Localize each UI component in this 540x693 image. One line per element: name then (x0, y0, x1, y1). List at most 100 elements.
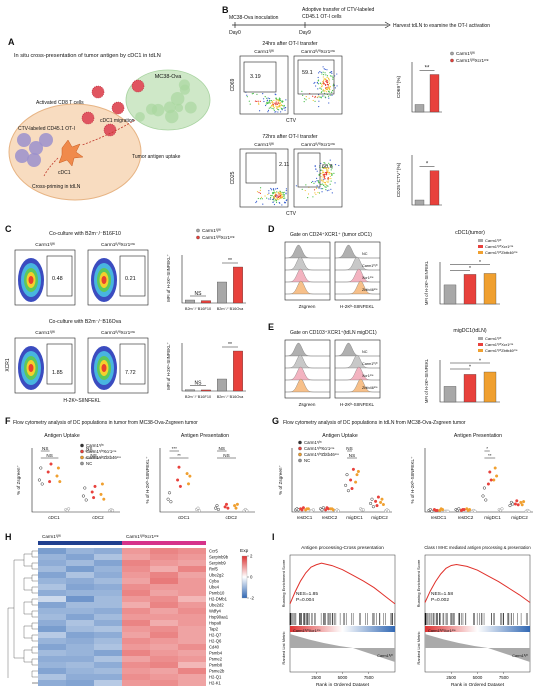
flow-event (275, 188, 277, 190)
b-day0: Day0 (229, 30, 241, 36)
c-letter: C (5, 224, 12, 234)
dot (311, 508, 315, 512)
flow-event (317, 191, 319, 194)
flow-event (284, 109, 286, 111)
b-day9: Day9 (299, 30, 311, 36)
dot (462, 508, 466, 512)
flow-event (305, 184, 307, 186)
dot (492, 478, 496, 482)
axis (439, 360, 500, 403)
flow-event (324, 171, 327, 174)
flow-event (251, 93, 253, 95)
heat-cell (38, 554, 66, 560)
dot (186, 482, 191, 486)
dot (493, 466, 497, 470)
dot (306, 507, 310, 511)
flow-event (269, 102, 271, 104)
flow-event (277, 199, 279, 201)
heat-cell (122, 662, 150, 668)
dot (346, 489, 350, 493)
h-genes: Ube2d2 (209, 603, 224, 608)
heat-cell (122, 602, 150, 608)
decoration (43, 157, 59, 177)
heat-cell (122, 644, 150, 650)
color-scale (241, 555, 248, 599)
a-tumor: MC38-Ova (155, 74, 183, 80)
flow-event (275, 193, 277, 196)
flow-event (323, 167, 326, 169)
flow-event (307, 197, 309, 199)
gate (119, 255, 146, 297)
flow-event (321, 91, 323, 93)
de-labels: Carm1ᶠˡ/ᶠˡ (362, 264, 378, 268)
dot (345, 473, 349, 477)
flow-event (323, 173, 325, 176)
dot (67, 507, 71, 511)
density (28, 364, 34, 372)
dot (234, 506, 238, 510)
flow-event (315, 168, 317, 170)
heat-cell (150, 668, 178, 674)
flow-event (325, 173, 327, 175)
heat-cell (178, 608, 206, 614)
dot (176, 478, 180, 482)
flow-event (259, 198, 262, 200)
flow-event (329, 183, 331, 185)
heat-cell (178, 602, 206, 608)
flow-event (268, 192, 270, 194)
heat-cell (150, 650, 178, 656)
legend-swatch (298, 452, 302, 457)
heat-cell (178, 584, 206, 590)
flow-event (322, 76, 324, 78)
heat-cell (150, 614, 178, 620)
fg-ylabels: % of Zsgreen⁺ (278, 465, 283, 495)
b-ko: Carm1ᶠˡ/ᶠˡXcr1ᶜʳᵉ (301, 49, 335, 55)
dot (93, 484, 97, 488)
b-transfer2: CD45.1 OT-I cells (302, 14, 342, 20)
heat-cell (66, 668, 94, 674)
flow-event (323, 178, 325, 180)
dot (375, 504, 379, 508)
flow-event (326, 180, 328, 182)
de-legend: Carm1ᶠˡ/ᶠˡ (485, 238, 502, 243)
gate (46, 343, 73, 385)
heat-cell (66, 680, 94, 686)
i-plots-title: Antigen processing-Cross presentation (301, 545, 384, 551)
heat-cell (150, 590, 178, 596)
heat-cell (66, 662, 94, 668)
a-migration: cDC1 migration (100, 118, 135, 124)
heat-cell (122, 572, 150, 578)
de-labels: NC (362, 252, 368, 256)
heat-cell (122, 620, 150, 626)
flow-event (275, 102, 277, 104)
heat-cell (94, 584, 122, 590)
dot (37, 478, 41, 482)
flow-event (327, 87, 329, 89)
h-genes: Hspa8 (209, 621, 222, 626)
histogram (284, 355, 330, 369)
flow-plot (293, 148, 343, 208)
flow-event (324, 68, 326, 71)
flow-event (328, 180, 330, 182)
decoration (103, 123, 117, 137)
de-ylabel: MFI of H-2Kᵇ-SIINFEKL (424, 260, 429, 305)
dot (167, 491, 172, 495)
dot (216, 507, 220, 511)
heat-cell (150, 602, 178, 608)
i-ylabel: Running Enrichment Score (281, 559, 286, 608)
dot (349, 478, 353, 482)
flow-event (278, 105, 281, 108)
c-cats: B2m⁻/⁻B16F10 (185, 307, 211, 311)
d-title: cDC1(tumor) (455, 230, 485, 236)
flow-event (338, 164, 340, 167)
heat-cell (150, 620, 178, 626)
flow-event (271, 104, 273, 107)
flow-event (328, 82, 331, 85)
flow-event (279, 98, 281, 100)
heat-cell (122, 674, 150, 680)
heat-cell (178, 632, 206, 638)
flow-event (274, 192, 276, 194)
flow-event (270, 107, 272, 109)
fg-legend: Carm1ᶠˡ/ᶠˡXcr1ᶜʳᵉ (86, 449, 117, 454)
dot (386, 509, 390, 513)
